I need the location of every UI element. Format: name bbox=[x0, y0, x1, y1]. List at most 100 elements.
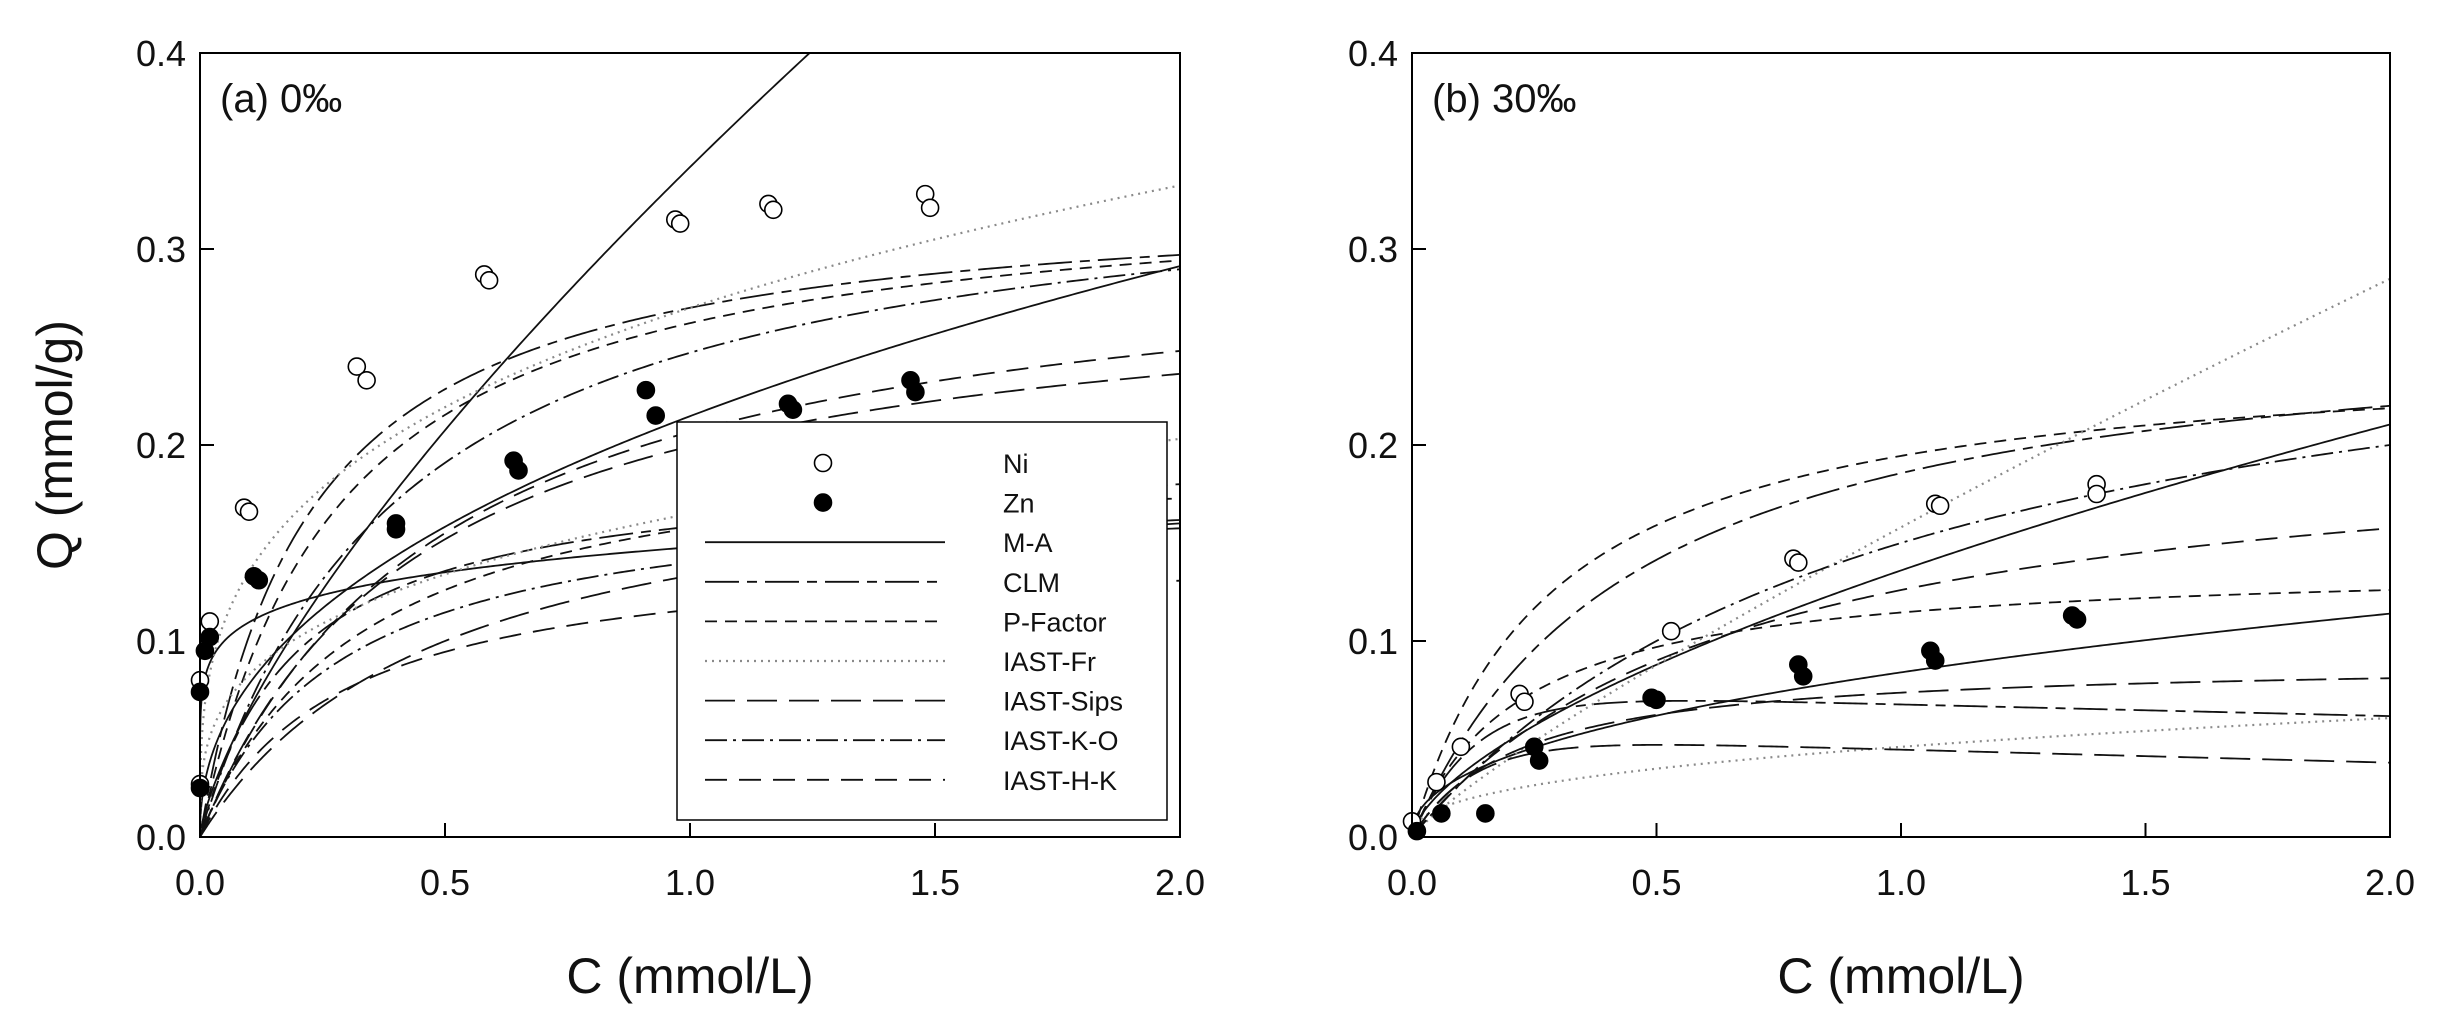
legend-entry-clm: CLM bbox=[705, 568, 1060, 598]
panel-a-points bbox=[190, 184, 940, 798]
legend-label: IAST-Fr bbox=[1003, 647, 1096, 677]
curve-clm bbox=[200, 253, 1180, 837]
legend-label: IAST-H-K bbox=[1003, 766, 1117, 796]
point-zn bbox=[1476, 804, 1495, 823]
legend-label: IAST-K-O bbox=[1003, 726, 1119, 756]
legend-entry-ni: Ni bbox=[813, 449, 1029, 479]
panel-b-curves bbox=[1412, 277, 2390, 837]
point-zn bbox=[783, 400, 803, 420]
curve-iast-k-o bbox=[1412, 444, 2390, 837]
point-zn bbox=[386, 519, 406, 539]
legend-entry-iast-k-o: IAST-K-O bbox=[705, 726, 1119, 756]
point-ni bbox=[763, 200, 783, 220]
point-zn bbox=[1432, 804, 1451, 823]
panel-b: 0.0 0.5 1.0 1.5 2.0 0.0 0.1 0.2 0.3 0.4 (b) 30‰ C… bbox=[1348, 33, 2415, 1004]
panel-a-x-axis-title: C (mmol/L) bbox=[566, 948, 813, 1004]
x-tick-label: 2.0 bbox=[1155, 862, 1205, 903]
y-tick-label: 0.4 bbox=[1348, 33, 1398, 74]
panel-b-ticks: 0.0 0.5 1.0 1.5 2.0 0.0 0.1 0.2 0.3 0.4 bbox=[1348, 33, 2415, 903]
point-ni bbox=[1661, 621, 1681, 641]
point-zn bbox=[509, 461, 528, 480]
curve-clm bbox=[1412, 699, 2390, 837]
x-tick-label: 1.5 bbox=[910, 862, 960, 903]
point-ni bbox=[920, 198, 940, 218]
point-zn bbox=[646, 406, 666, 425]
y-tick-label: 0.2 bbox=[1348, 425, 1398, 466]
point-zn bbox=[200, 627, 220, 647]
point-ni bbox=[2087, 484, 2106, 504]
point-ni bbox=[1930, 496, 1950, 516]
curve-m-a bbox=[200, 265, 1180, 837]
curve-m-a bbox=[200, 53, 811, 837]
legend-marker-zn bbox=[813, 493, 833, 512]
curve-iast-sips bbox=[200, 372, 1180, 837]
panel-a-ticks: 0.0 0.5 1.0 1.5 2.0 0.0 0.1 0.2 0.3 0.4 bbox=[136, 33, 1205, 903]
legend-label: Zn bbox=[1003, 489, 1035, 519]
panel-b-label: (b) 30‰ bbox=[1432, 77, 1577, 121]
panel-a-y-axis-title: Q (mmol/g) bbox=[27, 320, 83, 570]
x-tick-label: 0.5 bbox=[1631, 862, 1681, 903]
legend-label: M-A bbox=[1003, 528, 1053, 558]
point-zn bbox=[906, 382, 925, 402]
curve-m-a bbox=[1412, 423, 2390, 837]
x-tick-label: 2.0 bbox=[2365, 862, 2415, 903]
point-zn bbox=[1529, 751, 1549, 770]
y-tick-label: 0.2 bbox=[136, 425, 186, 466]
x-tick-label: 1.0 bbox=[665, 862, 715, 903]
y-tick-label: 0.1 bbox=[1348, 621, 1398, 662]
point-zn bbox=[1925, 651, 1945, 670]
legend-label: Ni bbox=[1003, 449, 1029, 479]
point-ni bbox=[479, 271, 499, 290]
panel-a-curves bbox=[200, 53, 1180, 837]
legend-label: IAST-Sips bbox=[1003, 687, 1123, 717]
legend-entry-m-a: M-A bbox=[705, 528, 1053, 558]
panel-a-plot-frame bbox=[199, 52, 1181, 838]
point-ni bbox=[670, 214, 690, 233]
point-zn bbox=[1793, 666, 1813, 686]
legend-marker-ni bbox=[813, 453, 833, 473]
y-tick-label: 0.1 bbox=[136, 621, 186, 662]
curve-p-factor bbox=[200, 483, 1180, 837]
curve-iast-h-k bbox=[200, 350, 1180, 837]
x-tick-label: 0.5 bbox=[420, 862, 470, 903]
point-ni bbox=[1515, 692, 1534, 712]
point-ni bbox=[200, 612, 220, 631]
point-ni bbox=[357, 371, 376, 390]
point-ni bbox=[1451, 737, 1471, 757]
curve-clm bbox=[200, 497, 1180, 837]
point-zn bbox=[249, 570, 269, 590]
y-tick-label: 0.0 bbox=[1348, 817, 1398, 858]
curve-iast-fr bbox=[1412, 277, 2390, 837]
x-tick-label: 0.0 bbox=[1387, 862, 1437, 903]
curve-iast-sips bbox=[1412, 677, 2390, 837]
curve-m-a bbox=[1412, 612, 2390, 837]
x-tick-label: 1.5 bbox=[2120, 862, 2170, 903]
panel-a: 0.0 0.5 1.0 1.5 2.0 0.0 0.1 0.2 0.3 0.4 (a) 0‰ C … bbox=[27, 33, 1205, 1004]
panel-a-legend: Ni Zn M-A CLM P-Factor IAST-Fr IAST-Sips IAST-K… bbox=[676, 421, 1168, 821]
curve-iast-k-o bbox=[200, 268, 1180, 837]
point-ni bbox=[239, 502, 259, 521]
legend-entry-iast-fr: IAST-Fr bbox=[705, 647, 1096, 677]
panel-a-label: (a) 0‰ bbox=[220, 77, 342, 121]
y-tick-label: 0.3 bbox=[136, 229, 186, 270]
point-zn bbox=[636, 380, 656, 400]
point-ni bbox=[347, 357, 367, 376]
curve-clm bbox=[1412, 404, 2390, 837]
panel-b-points bbox=[1402, 474, 2106, 841]
y-tick-label: 0.3 bbox=[1348, 229, 1398, 270]
legend-entry-zn: Zn bbox=[813, 489, 1035, 519]
legend-label: CLM bbox=[1003, 568, 1060, 598]
curve-p-factor bbox=[1412, 407, 2390, 837]
y-tick-label: 0.0 bbox=[136, 817, 186, 858]
curve-iast-sips bbox=[1412, 743, 2390, 837]
curve-iast-h-k bbox=[1412, 527, 2390, 837]
legend-entry-p-factor: P-Factor bbox=[705, 607, 1107, 637]
panel-b-x-axis-title: C (mmol/L) bbox=[1777, 948, 2024, 1004]
y-tick-label: 0.4 bbox=[136, 33, 186, 74]
x-tick-label: 0.0 bbox=[175, 862, 225, 903]
curve-p-factor bbox=[200, 259, 1180, 837]
point-zn bbox=[1647, 690, 1666, 710]
point-ni bbox=[1789, 553, 1808, 572]
x-tick-label: 1.0 bbox=[1876, 862, 1926, 903]
